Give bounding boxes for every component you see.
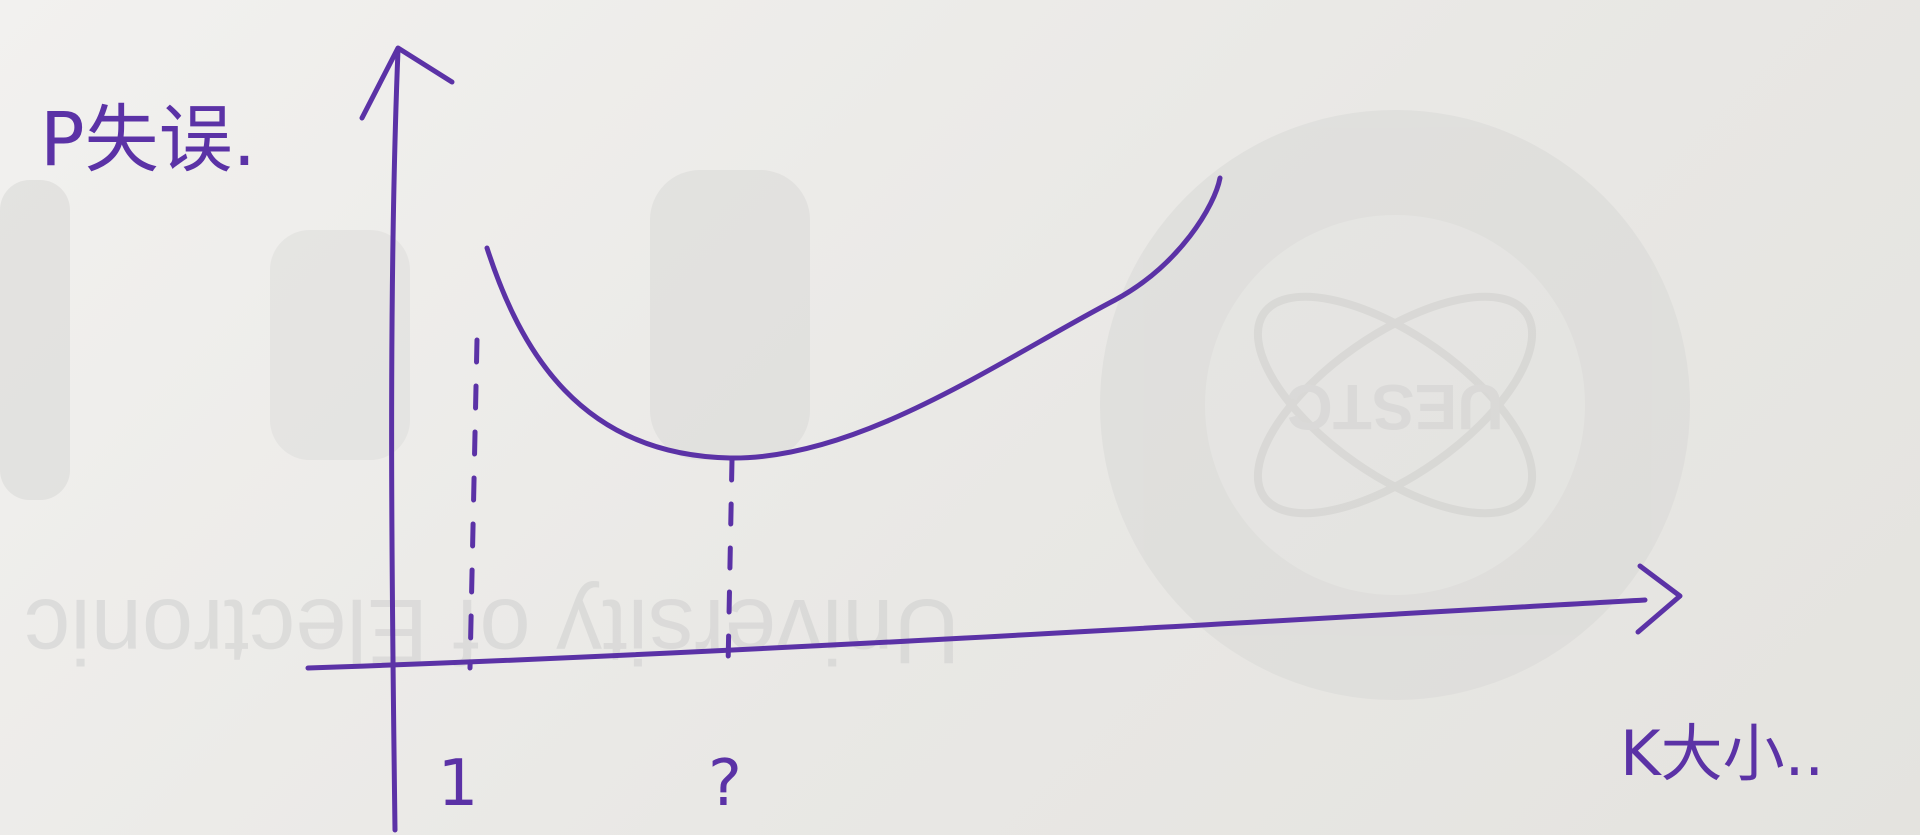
x-tick-label-1: 1 <box>438 747 479 821</box>
y-axis-line <box>389 47 401 833</box>
y-axis-label: P失误. <box>40 97 256 183</box>
guide-line-k1 <box>467 337 480 671</box>
watermark-seal: UESTC <box>1100 110 1690 700</box>
x-axis-arrow <box>1635 563 1683 635</box>
guide-line-minimum <box>725 457 735 671</box>
y-axis-arrow <box>359 45 455 121</box>
guide-lines <box>467 337 735 671</box>
watermark-seal-text: UESTC <box>1287 371 1504 443</box>
watermark-left-shapes <box>0 170 810 500</box>
watermark-line-text: University of Electronic <box>24 580 960 682</box>
series-curve <box>484 175 1223 461</box>
axes-group <box>305 45 1683 833</box>
x-axis-line <box>305 597 1648 671</box>
x-axis-label: K大小.. <box>1620 717 1824 790</box>
x-tick-label-minimum: ? <box>708 747 742 821</box>
